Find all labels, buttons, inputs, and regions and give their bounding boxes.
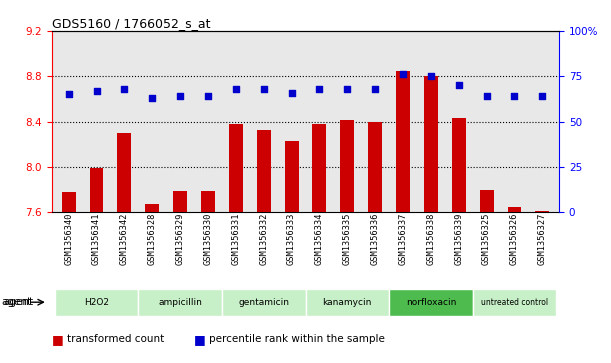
Text: GSM1356329: GSM1356329 xyxy=(175,212,185,265)
Point xyxy=(342,86,352,92)
Point xyxy=(426,73,436,79)
Point xyxy=(315,86,324,92)
Bar xyxy=(90,168,103,363)
Text: GSM1356325: GSM1356325 xyxy=(482,212,491,265)
Text: transformed count: transformed count xyxy=(67,334,164,344)
Text: GSM1356342: GSM1356342 xyxy=(120,212,129,265)
Bar xyxy=(473,289,556,316)
Point xyxy=(538,93,547,99)
Bar xyxy=(306,289,389,316)
Point xyxy=(481,93,491,99)
Text: GSM1356327: GSM1356327 xyxy=(538,212,547,265)
Text: GSM1356339: GSM1356339 xyxy=(454,212,463,265)
Bar xyxy=(201,191,215,363)
Point xyxy=(510,93,519,99)
Bar xyxy=(285,141,299,363)
Text: GSM1356330: GSM1356330 xyxy=(203,212,213,265)
Text: GSM1356333: GSM1356333 xyxy=(287,212,296,265)
Text: GDS5160 / 1766052_s_at: GDS5160 / 1766052_s_at xyxy=(52,17,210,30)
Point xyxy=(64,91,73,97)
Bar xyxy=(229,124,243,363)
Text: GSM1356332: GSM1356332 xyxy=(259,212,268,265)
Text: GSM1356337: GSM1356337 xyxy=(398,212,408,265)
Bar xyxy=(389,289,473,316)
Text: GSM1356326: GSM1356326 xyxy=(510,212,519,265)
Bar xyxy=(312,124,326,363)
Point xyxy=(175,93,185,99)
Text: agent: agent xyxy=(1,297,31,307)
Bar xyxy=(535,211,549,363)
Point xyxy=(259,86,269,92)
Text: gentamicin: gentamicin xyxy=(238,298,289,307)
Point xyxy=(398,72,408,77)
Text: untreated control: untreated control xyxy=(481,298,548,307)
Text: ■: ■ xyxy=(52,333,64,346)
Text: GSM1356328: GSM1356328 xyxy=(148,212,157,265)
Text: H2O2: H2O2 xyxy=(84,298,109,307)
Point xyxy=(231,86,241,92)
Point xyxy=(203,93,213,99)
Text: ampicillin: ampicillin xyxy=(158,298,202,307)
Point xyxy=(120,86,130,92)
Bar xyxy=(117,133,131,363)
Point xyxy=(92,88,101,94)
Point xyxy=(147,95,157,101)
Bar xyxy=(173,191,187,363)
Point xyxy=(287,90,296,95)
Text: GSM1356331: GSM1356331 xyxy=(232,212,240,265)
Text: norfloxacin: norfloxacin xyxy=(406,298,456,307)
Bar xyxy=(452,118,466,363)
Bar xyxy=(62,192,76,363)
Bar xyxy=(145,204,159,363)
Text: GSM1356341: GSM1356341 xyxy=(92,212,101,265)
Text: GSM1356336: GSM1356336 xyxy=(371,212,379,265)
Text: GSM1356338: GSM1356338 xyxy=(426,212,436,265)
Text: GSM1356335: GSM1356335 xyxy=(343,212,352,265)
Text: kanamycin: kanamycin xyxy=(323,298,372,307)
Bar xyxy=(340,121,354,363)
Point xyxy=(454,82,464,88)
Text: GSM1356340: GSM1356340 xyxy=(64,212,73,265)
Bar xyxy=(257,130,271,363)
Bar xyxy=(138,289,222,316)
Text: agent: agent xyxy=(3,297,33,307)
Bar xyxy=(424,76,438,363)
Bar xyxy=(222,289,306,316)
Bar xyxy=(508,207,521,363)
Point xyxy=(370,86,380,92)
Text: GSM1356334: GSM1356334 xyxy=(315,212,324,265)
Bar xyxy=(368,122,382,363)
Bar xyxy=(55,289,138,316)
Bar xyxy=(396,70,410,363)
Bar xyxy=(480,189,494,363)
Text: percentile rank within the sample: percentile rank within the sample xyxy=(209,334,385,344)
Text: ■: ■ xyxy=(194,333,206,346)
